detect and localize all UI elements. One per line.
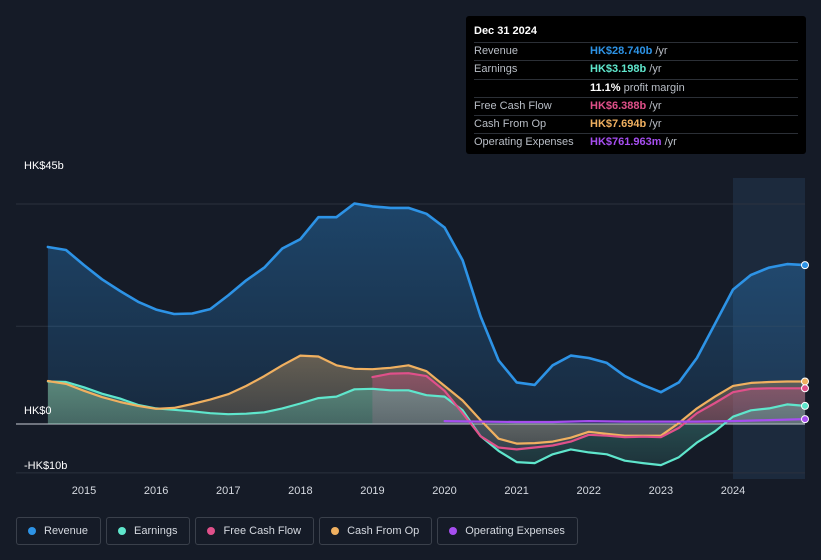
legend-label: Operating Expenses xyxy=(465,525,565,537)
legend-item-revenue[interactable]: Revenue xyxy=(16,517,102,545)
tooltip-row-label: Cash From Op xyxy=(474,118,547,131)
tooltip-row-value: HK$761.963m xyxy=(590,136,662,149)
end-point-cash-from-op xyxy=(801,377,809,386)
y-axis-zero-label: HK$0 xyxy=(24,405,52,417)
legend-item-earnings[interactable]: Earnings xyxy=(106,517,191,545)
tooltip-row: Revenue HK$28.740b/yr xyxy=(474,42,798,60)
legend-label: Free Cash Flow xyxy=(223,525,302,537)
tooltip-row-unit: /yr xyxy=(649,99,662,112)
line-cash-from-op xyxy=(46,354,807,445)
tooltip-row-value: HK$28.740b xyxy=(590,45,653,57)
tooltip-date: Dec 31 2024 xyxy=(474,25,537,37)
line-earnings xyxy=(46,380,807,467)
tooltip-row-label xyxy=(474,80,590,97)
legend-item-operating-expenses[interactable]: Operating Expenses xyxy=(437,517,578,545)
tooltip-row-unit: /yr xyxy=(655,45,668,57)
legend-item-cash-from-op[interactable]: Cash From Op xyxy=(319,517,433,545)
x-tick-label: 2018 xyxy=(288,485,313,497)
tooltip-row-label: Earnings xyxy=(474,63,518,76)
x-tick-label: 2024 xyxy=(720,485,746,497)
x-tick-label: 2022 xyxy=(576,485,602,497)
tooltip-row: 11.1% profit margin xyxy=(474,78,798,97)
x-tick-label: 2019 xyxy=(360,485,385,497)
tooltip-row: Free Cash Flow HK$6.388b/yr xyxy=(474,96,798,115)
x-tick-label: 2020 xyxy=(432,485,457,497)
x-tick-label: 2023 xyxy=(648,485,674,497)
legend-dot-icon xyxy=(28,527,36,535)
y-axis-top-label: HK$45b xyxy=(24,160,64,172)
end-point-revenue xyxy=(801,261,809,270)
legend-label: Revenue xyxy=(44,525,89,537)
tooltip-row-label: Revenue xyxy=(474,45,519,57)
legend-dot-icon xyxy=(118,527,127,535)
tooltip-row-unit: profit margin xyxy=(623,81,685,94)
tooltip-row: Cash From Op HK$7.694b/yr xyxy=(474,115,798,133)
tooltip-row-unit: /yr xyxy=(664,136,677,149)
tooltip-row-label: Free Cash Flow xyxy=(474,99,552,112)
end-point-earnings xyxy=(801,401,809,410)
tooltip-row-label: Operating Expenses xyxy=(474,136,574,149)
legend-label: Earnings xyxy=(134,525,178,537)
y-axis-bottom-label: -HK$10b xyxy=(24,460,68,472)
legend-dot-icon xyxy=(331,527,340,535)
x-tick-label: 2016 xyxy=(143,485,169,497)
legend-item-free-cash-flow[interactable]: Free Cash Flow xyxy=(195,517,315,545)
tooltip-row: Operating Expenses HK$761.963m/yr xyxy=(474,133,798,151)
tooltip-row-unit: /yr xyxy=(649,118,662,131)
tooltip-row-value: HK$7.694b xyxy=(590,118,647,131)
legend-dot-icon xyxy=(207,527,216,535)
x-tick-label: 2017 xyxy=(215,485,241,497)
x-tick-label: 2021 xyxy=(504,485,529,497)
tooltip-row: Earnings HK$3.198b/yr xyxy=(474,60,798,78)
tooltip-row-value: HK$3.198b xyxy=(590,63,647,76)
end-point-operating-expenses xyxy=(801,415,809,424)
line-revenue xyxy=(46,202,807,394)
area-revenue xyxy=(47,203,806,424)
area-earnings xyxy=(47,381,806,466)
legend-label: Cash From Op xyxy=(347,525,420,537)
end-point-free-cash-flow xyxy=(801,384,809,393)
line-operating-expenses xyxy=(443,418,807,424)
legend: Revenue Earnings Free Cash Flow Cash From O… xyxy=(16,517,578,545)
x-tick-label: 2015 xyxy=(71,485,97,497)
tooltip-row-value: 11.1% xyxy=(590,81,621,94)
tooltip-panel: Dec 31 2024 Revenue HK$28.740b/yr Earnings… xyxy=(466,16,806,154)
tooltip-row-unit: /yr xyxy=(649,63,662,76)
legend-dot-icon xyxy=(449,527,458,535)
tooltip-row-value: HK$6.388b xyxy=(590,99,647,112)
line-free-cash-flow xyxy=(371,372,807,451)
